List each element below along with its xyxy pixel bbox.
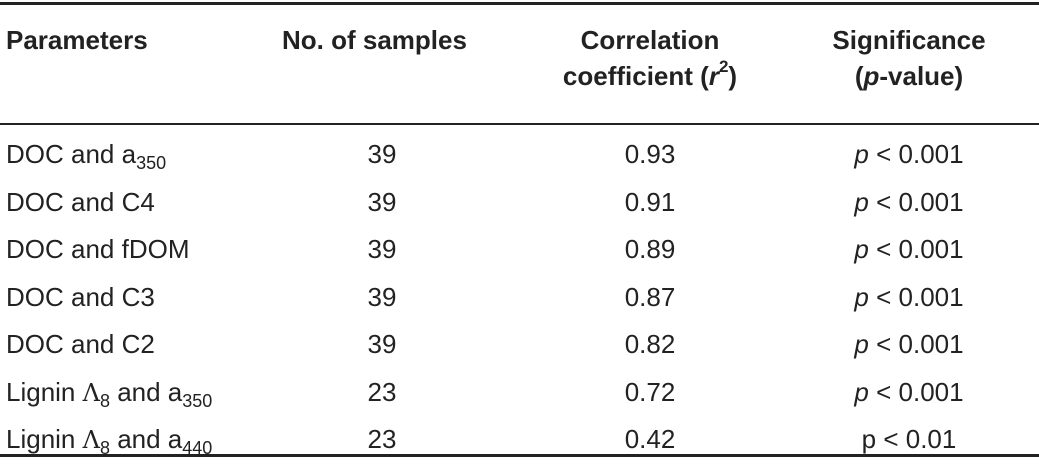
header-correlation-sup: 2	[718, 57, 729, 76]
param-text: Lignin	[6, 424, 83, 454]
header-significance-suffix: -value)	[879, 61, 964, 91]
header-correlation-line1: Correlation	[580, 25, 720, 55]
header-correlation: Correlation coefficient (r2)	[520, 22, 780, 94]
cell-r2: 0.42	[624, 424, 676, 454]
table-row: Lignin Λ8 and a350 23 0.72 p < 0.001	[0, 370, 1039, 418]
header-correlation-prefix: coefficient (	[562, 61, 709, 91]
header-parameters-label: Parameters	[6, 25, 148, 55]
cell-r2: 0.72	[624, 376, 676, 407]
cell-parameters: DOC and C2	[6, 322, 155, 366]
table-row: DOC and C2 39 0.82 p < 0.001	[0, 322, 1039, 370]
header-significance-p: p	[863, 61, 880, 91]
cell-parameters: DOC and C3	[6, 275, 155, 319]
p-rest: < 0.001	[868, 186, 964, 217]
table-header-rule	[0, 123, 1039, 125]
cell-r2: 0.87	[624, 281, 676, 312]
table-top-rule	[0, 2, 1039, 5]
cell-r2: 0.89	[624, 234, 676, 264]
p-symbol: p	[854, 376, 869, 407]
cell-r2: 0.82	[624, 329, 676, 359]
p-rest: < 0.001	[868, 281, 964, 312]
header-parameters: Parameters	[6, 22, 148, 58]
param-mid-text: and a	[109, 376, 183, 407]
p-symbol: p	[854, 139, 869, 169]
cell-significance: p < 0.001	[780, 275, 1038, 319]
table-row: DOC and fDOM 39 0.89 p < 0.001	[0, 227, 1039, 275]
param-subscript: 350	[182, 390, 213, 411]
cell-samples: 39	[367, 281, 397, 312]
cell-samples: 39	[367, 139, 397, 169]
header-samples-label: No. of samples	[282, 25, 467, 55]
cell-parameters: Lignin Λ8 and a350	[6, 370, 212, 415]
cell-samples: 39	[367, 234, 397, 264]
table-body: DOC and a350 39 0.93 p < 0.001 DOC and C…	[0, 132, 1039, 465]
param-subscript: 440	[182, 438, 213, 458]
p-symbol: p	[861, 424, 877, 454]
header-significance-prefix: (	[854, 61, 864, 91]
param-subscript: 350	[136, 153, 167, 173]
cell-parameters: Lignin Λ8 and a440	[6, 417, 212, 462]
cell-samples: 39	[367, 329, 397, 359]
cell-significance: p < 0.001	[780, 180, 1038, 224]
header-correlation-line2: coefficient (r2)	[520, 58, 780, 94]
table-bottom-rule	[0, 454, 1039, 457]
cell-samples: 39	[367, 186, 397, 217]
header-correlation-r: r	[708, 61, 719, 91]
param-text: DOC and C3	[6, 281, 155, 312]
cell-significance: p < 0.001	[780, 227, 1038, 271]
cell-significance: p < 0.001	[780, 322, 1038, 366]
p-rest: < 0.001	[868, 234, 964, 264]
table-row: DOC and a350 39 0.93 p < 0.001	[0, 132, 1039, 180]
lambda-symbol: Λ	[82, 426, 100, 454]
cell-parameters: DOC and C4	[6, 180, 155, 224]
p-symbol: p	[854, 234, 869, 264]
p-symbol: p	[854, 329, 869, 359]
cell-parameters: DOC and a350	[6, 132, 166, 176]
table-header: Parameters No. of samples Correlation co…	[0, 22, 1039, 112]
p-rest: < 0.001	[868, 329, 964, 359]
header-significance: Significance (p-value)	[780, 22, 1038, 94]
param-text: DOC and C4	[6, 186, 155, 217]
cell-significance: p < 0.001	[780, 370, 1038, 414]
header-significance-line2: (p-value)	[780, 58, 1038, 94]
cell-samples: 23	[367, 376, 397, 407]
table-row: Lignin Λ8 and a440 23 0.42 p < 0.01	[0, 417, 1039, 465]
cell-parameters: DOC and fDOM	[6, 227, 190, 271]
lambda-subscript: 8	[99, 390, 110, 411]
p-symbol: p	[854, 186, 869, 217]
lambda-symbol: Λ	[82, 378, 100, 407]
header-significance-line1: Significance	[832, 25, 986, 55]
table-row: DOC and C3 39 0.87 p < 0.001	[0, 275, 1039, 323]
p-rest: < 0.001	[868, 139, 964, 169]
cell-significance: p < 0.001	[780, 132, 1038, 176]
param-text: DOC and fDOM	[6, 234, 190, 264]
p-rest: < 0.001	[868, 376, 964, 407]
param-text: DOC and C2	[6, 329, 155, 359]
param-text: DOC and a	[6, 139, 137, 169]
p-rest: < 0.01	[876, 424, 957, 454]
cell-r2: 0.93	[624, 139, 676, 169]
param-mid-text: and a	[109, 424, 183, 454]
cell-samples: 23	[367, 424, 397, 454]
p-symbol: p	[854, 281, 869, 312]
cell-significance: p < 0.01	[780, 417, 1038, 461]
table-row: DOC and C4 39 0.91 p < 0.001	[0, 180, 1039, 228]
cell-r2: 0.91	[624, 186, 676, 217]
param-text: Lignin	[6, 376, 83, 407]
header-correlation-suffix: )	[728, 61, 738, 91]
header-samples: No. of samples	[282, 22, 467, 58]
lambda-subscript: 8	[99, 438, 110, 458]
